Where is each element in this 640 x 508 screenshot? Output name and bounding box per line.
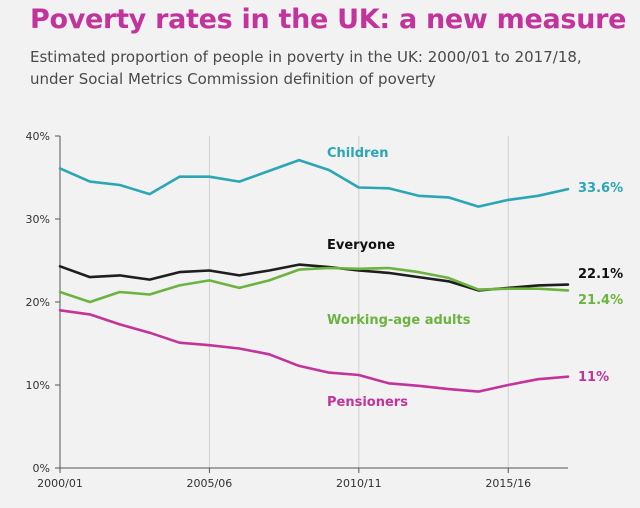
end-label-working-age-adults: 21.4% [578, 293, 623, 308]
series-label-everyone: Everyone [327, 238, 395, 253]
series-label-pensioners: Pensioners [327, 395, 408, 410]
x-tick-label-2: 2010/11 [336, 477, 382, 490]
y-tick-label-4: 40% [26, 130, 50, 143]
end-label-children: 33.6% [578, 181, 623, 196]
x-tick-label-0: 2000/01 [37, 477, 83, 490]
x-tick-label-1: 2005/06 [187, 477, 233, 490]
end-label-pensioners: 11% [578, 370, 609, 385]
y-tick-label-2: 20% [26, 296, 50, 309]
subtitle-line-2: under Social Metrics Commission definiti… [30, 70, 436, 88]
series-label-children: Children [327, 146, 389, 161]
series-label-working-age-adults: Working-age adults [327, 313, 471, 328]
y-tick-label-3: 30% [26, 213, 50, 226]
chart-subtitle: Estimated proportion of people in povert… [30, 46, 630, 90]
x-tick-label-3: 2015/16 [485, 477, 531, 490]
chart-title: Poverty rates in the UK: a new measure [30, 4, 627, 35]
y-tick-label-1: 10% [26, 379, 50, 392]
series-line-children [58, 158, 570, 208]
subtitle-line-1: Estimated proportion of people in povert… [30, 48, 582, 66]
end-label-everyone: 22.1% [578, 267, 623, 282]
series-line-pensioners [58, 308, 570, 393]
y-tick-label-0: 0% [33, 462, 50, 475]
series-line-working-age-adults [58, 266, 570, 304]
